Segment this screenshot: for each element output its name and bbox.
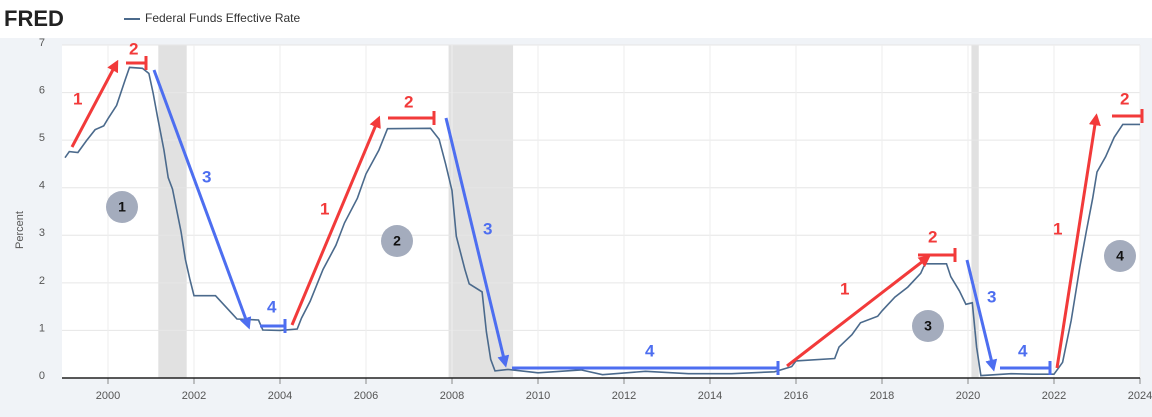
cycle-label: 1 — [118, 199, 126, 215]
cycle-marker — [106, 191, 138, 223]
x-tick-label: 2002 — [182, 390, 206, 402]
recession-band — [158, 45, 187, 378]
y-tick-label: 7 — [39, 37, 45, 49]
arrow — [444, 117, 510, 368]
cycle-marker — [1104, 240, 1136, 272]
x-tick-label: 2020 — [956, 390, 980, 402]
step-label: 3 — [987, 287, 996, 306]
x-tick-label: 2006 — [354, 390, 378, 402]
step-label: 2 — [1120, 89, 1129, 108]
cycle-marker — [912, 310, 944, 342]
y-tick-label: 3 — [39, 227, 45, 239]
cycle-marker — [381, 225, 413, 257]
plot: 0 1 2 3 4 5 6 7 2000 2002 2004 2006 2008 2010 2012 2014… — [39, 37, 1152, 402]
x-tick-label: 2004 — [268, 390, 292, 402]
arrow — [290, 115, 381, 326]
recession-band — [448, 45, 514, 378]
arrow — [1055, 113, 1101, 369]
legend-label: Federal Funds Effective Rate — [145, 11, 301, 25]
cycle-label: 4 — [1116, 248, 1124, 264]
step-label: 1 — [840, 279, 849, 298]
x-tick-label: 2024 — [1128, 390, 1152, 402]
y-axis-label: Percent — [14, 211, 26, 249]
arrow — [70, 59, 119, 148]
step-label: 4 — [1018, 341, 1028, 360]
y-tick-label: 2 — [39, 275, 45, 287]
recession-band — [971, 45, 979, 378]
step-label: 3 — [483, 219, 492, 238]
y-tick-label: 1 — [39, 322, 45, 334]
x-tick-label: 2022 — [1042, 390, 1066, 402]
step-label: 4 — [267, 297, 277, 316]
step-label: 2 — [404, 92, 413, 111]
step-label: 4 — [645, 341, 655, 360]
step-label: 2 — [129, 39, 138, 58]
cycle-label: 3 — [924, 318, 932, 334]
x-tick-label: 2010 — [526, 390, 550, 402]
x-tick-label: 2016 — [784, 390, 808, 402]
x-tick-label: 2012 — [612, 390, 636, 402]
step-label: 1 — [1053, 219, 1062, 238]
step-label: 2 — [928, 227, 937, 246]
x-tick-label: 2008 — [440, 390, 464, 402]
logo: FRED — [4, 6, 64, 31]
y-tick-label: 0 — [39, 370, 45, 382]
step-label: 3 — [202, 167, 211, 186]
arrow — [786, 255, 931, 368]
x-tick-label: 2018 — [870, 390, 894, 402]
step-label: 1 — [320, 199, 329, 218]
annotations: 1 2 3 4 1 2 3 4 1 2 3 4 1 2 1 2 3 4 — [70, 39, 1144, 375]
x-tick-label: 2000 — [96, 390, 120, 402]
x-tick-label: 2014 — [698, 390, 722, 402]
cycle-label: 2 — [393, 233, 401, 249]
y-tick-label: 5 — [39, 132, 45, 144]
step-label: 1 — [73, 89, 82, 108]
arrow — [965, 259, 998, 372]
y-tick-label: 6 — [39, 84, 45, 96]
y-tick-label: 4 — [39, 180, 45, 192]
data-line — [64, 66, 1140, 377]
header — [0, 0, 1152, 38]
arrow — [152, 69, 252, 330]
